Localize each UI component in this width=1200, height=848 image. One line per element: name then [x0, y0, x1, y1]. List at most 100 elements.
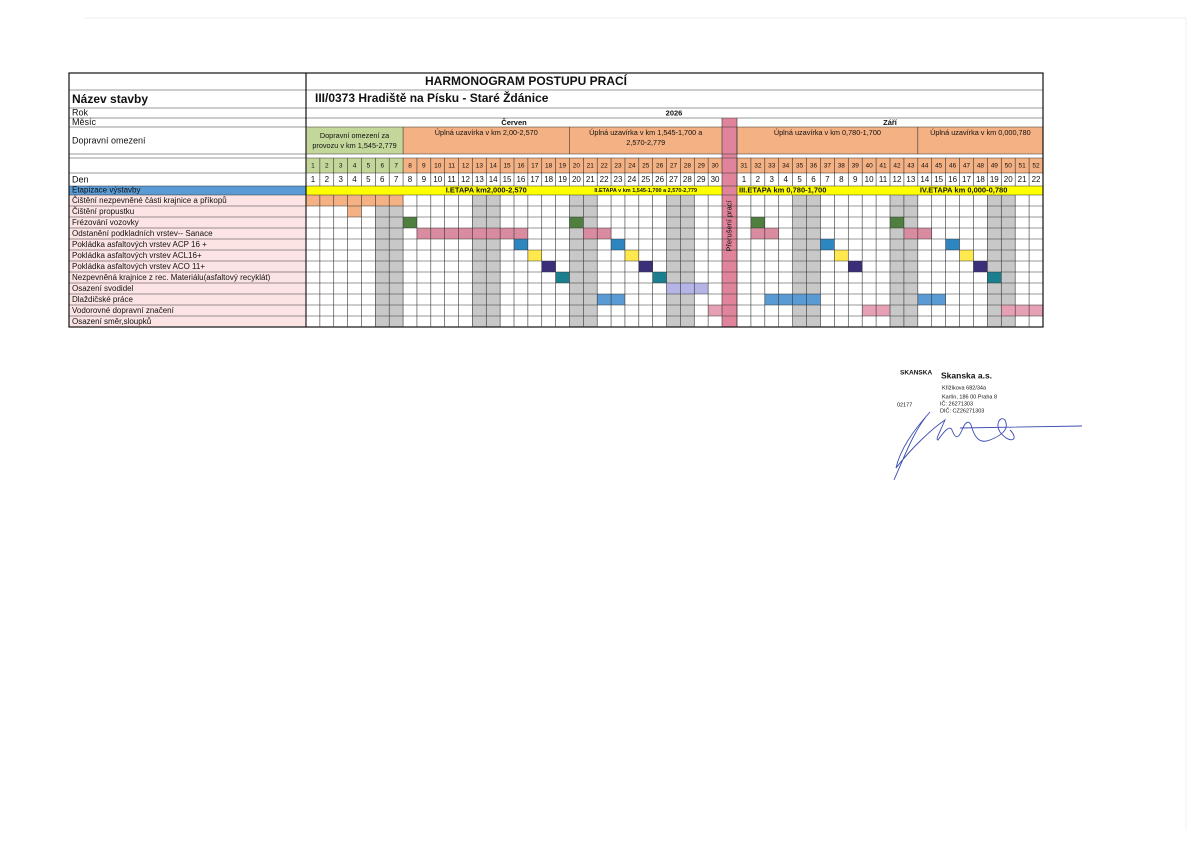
task-bar: [987, 272, 1002, 283]
day-number: 7: [394, 175, 399, 184]
task-bar: [638, 261, 653, 272]
sequence-number: 17: [531, 163, 539, 170]
day-number: 6: [380, 175, 385, 184]
stage-row-background: [306, 186, 1043, 195]
sequence-cell: [694, 158, 709, 173]
day-number: 28: [683, 175, 692, 184]
day-number: 9: [853, 175, 858, 184]
sequence-cell: [959, 158, 974, 173]
sequence-cell: [848, 158, 863, 173]
sequence-cell: [403, 158, 417, 173]
task-name: Čištění nezpevněné části krajnice a přík…: [72, 196, 227, 205]
day-number: 16: [948, 175, 957, 184]
signature: [893, 411, 1083, 481]
day-number: 1: [311, 175, 316, 184]
task-bar: [624, 250, 639, 261]
sequence-cell: [750, 158, 765, 173]
day-number: 16: [516, 175, 525, 184]
task-bar: [527, 250, 542, 261]
day-number: 2: [325, 175, 330, 184]
sequence-number: 11: [448, 163, 455, 170]
sequence-cell: [624, 158, 639, 173]
task-name: Frézování vozovky: [72, 218, 139, 227]
day-number: 4: [783, 175, 788, 184]
task-bar: [306, 195, 404, 206]
task-bar: [834, 250, 849, 261]
task-name: Odstanění podkladních vrstev-- Sanace: [72, 229, 213, 238]
sequence-number: 19: [559, 163, 567, 170]
sequence-number: 18: [545, 163, 553, 170]
day-number: 20: [1004, 175, 1013, 184]
sequence-number: 38: [838, 163, 846, 170]
sequence-cell: [416, 158, 431, 173]
sequence-number: 33: [768, 163, 776, 170]
sequence-number: 27: [670, 163, 678, 170]
sequence-cell: [486, 158, 501, 173]
sequence-cell: [347, 158, 362, 173]
day-number: 21: [1018, 175, 1027, 184]
sequence-cell: [333, 158, 348, 173]
day-number: 22: [600, 175, 609, 184]
sequence-number: 14: [490, 163, 498, 170]
sequence-cell: [987, 158, 1002, 173]
sequence-number: 16: [517, 163, 525, 170]
sequence-number: 41: [879, 163, 887, 170]
stamp-company: Skanska a.s.: [941, 370, 992, 380]
task-bar: [945, 239, 960, 250]
task-name: Čištění propustku: [72, 207, 134, 216]
sequence-cell: [444, 158, 459, 173]
stamp: SKANSKA Skanska a.s. Křižíkova 682/34a K…: [893, 370, 1083, 481]
day-number: 6: [811, 175, 816, 184]
sequence-number: 39: [852, 163, 860, 170]
sequence-number: 36: [810, 163, 818, 170]
table-border: [68, 72, 1044, 328]
sequence-cell: [541, 158, 556, 173]
sequence-cell: [514, 158, 528, 173]
stamp-logo: SKANSKA: [900, 370, 932, 377]
sequence-cell: [834, 158, 849, 173]
sequence-cell: [430, 158, 445, 173]
sequence-number: 32: [754, 163, 762, 170]
sequence-cell: [1015, 158, 1030, 173]
sequence-number: 28: [684, 163, 692, 170]
sequence-number: 12: [462, 163, 470, 170]
day-number: 18: [976, 175, 985, 184]
stage-label-background: [69, 186, 306, 195]
task-bar: [514, 239, 528, 250]
day-number: 13: [906, 175, 915, 184]
task-bar: [541, 261, 556, 272]
task-name: Pokládka asfaltových vrstev ACO 11+: [72, 262, 205, 271]
sequence-number: 8: [408, 163, 412, 170]
day-number: 3: [770, 175, 775, 184]
traffic-text: Úplná uzavírka v km 1,545-1,700 a: [589, 128, 703, 137]
sequence-cell: [973, 158, 988, 173]
year-label: Rok: [72, 107, 89, 117]
task-bar: [708, 305, 722, 316]
sequence-cell: [583, 158, 598, 173]
day-number: 25: [641, 175, 650, 184]
day-number: 15: [934, 175, 943, 184]
day-number: 11: [879, 175, 888, 184]
sequence-cell: [778, 158, 793, 173]
sequence-number: 2: [325, 163, 329, 170]
sequence-cell: [764, 158, 779, 173]
stage-text: II.ETAPA v km 1,545-1,700 a 2,570-2,779: [594, 188, 697, 194]
task-bar: [652, 272, 667, 283]
day-number: 2: [756, 175, 761, 184]
sequence-number: 21: [587, 163, 595, 170]
sequence-cell: [569, 158, 584, 173]
stamp-line: DIČ: CZ26271303: [940, 407, 984, 414]
task-bar: [666, 283, 709, 294]
stamp-line: Křižíkova 682/34a: [942, 385, 987, 391]
task-name: Osazení svodidel: [72, 284, 134, 293]
day-number: 14: [489, 175, 498, 184]
sequence-number: 15: [503, 163, 511, 170]
sequence-cell: [597, 158, 612, 173]
day-number: 1: [742, 175, 747, 184]
sequence-number: 25: [642, 163, 650, 170]
day-number: 5: [366, 175, 371, 184]
month-name: Červen: [501, 118, 527, 127]
day-number: 12: [461, 175, 470, 184]
month-label: Měsíc: [72, 117, 97, 127]
